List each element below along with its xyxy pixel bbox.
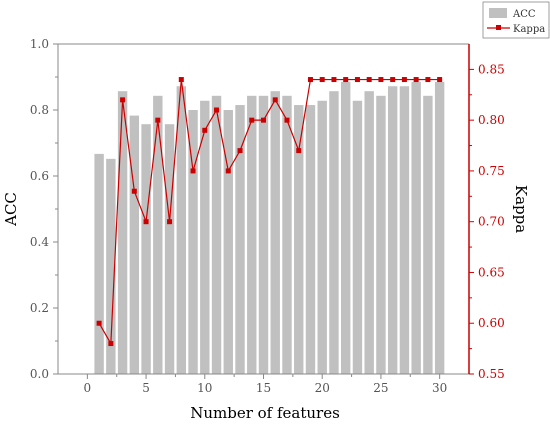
legend: ACC Kappa [482, 1, 550, 39]
legend-kappa-marker [496, 25, 501, 30]
right-tick-label: 0.60 [478, 316, 505, 330]
kappa-point [190, 168, 196, 174]
acc-bar [399, 86, 410, 375]
acc-bar [188, 110, 198, 374]
x-tick-label: 10 [197, 381, 212, 395]
kappa-point [120, 97, 126, 103]
left-tick-label: 0.0 [30, 367, 49, 381]
left-tick-label: 0.6 [30, 169, 49, 183]
right-axis-title: Kappa [512, 185, 530, 233]
kappa-point [108, 341, 114, 347]
acc-bar [364, 91, 374, 374]
kappa-point [425, 77, 431, 83]
acc-bar [376, 95, 386, 374]
acc-bar [247, 95, 257, 374]
left-tick-label: 0.4 [30, 235, 49, 249]
acc-bar [305, 105, 316, 375]
acc-bars [94, 81, 445, 375]
kappa-point [437, 77, 443, 83]
kappa-point [319, 77, 325, 83]
x-axis-title: Number of features [190, 404, 340, 422]
left-tick-label: 0.8 [30, 103, 49, 117]
kappa-point [155, 117, 161, 123]
kappa-point [261, 117, 266, 123]
acc-bar [106, 158, 116, 374]
x-tick-label: 25 [373, 381, 388, 395]
acc-bar [352, 100, 363, 374]
acc-bar [341, 81, 351, 374]
acc-bar [211, 95, 222, 374]
x-tick-label: 15 [256, 381, 271, 395]
x-tick-label: 30 [432, 381, 447, 395]
kappa-point [225, 168, 231, 174]
acc-bar [434, 81, 445, 374]
kappa-point [214, 107, 220, 113]
acc-bar [294, 105, 304, 375]
left-tick-label: 0.2 [30, 301, 49, 315]
acc-bar [176, 86, 186, 375]
acc-bar [223, 110, 233, 374]
kappa-point [354, 77, 360, 83]
kappa-point [249, 117, 255, 123]
acc-bar [423, 95, 433, 374]
x-tick-label: 5 [142, 381, 150, 395]
acc-bar [117, 91, 128, 374]
kappa-point [343, 77, 349, 83]
right-tick-label: 0.55 [478, 367, 505, 381]
acc-bar [94, 153, 104, 374]
acc-bar [141, 124, 151, 374]
x-tick-label: 20 [315, 381, 330, 395]
kappa-point [272, 97, 278, 103]
legend-kappa-label: Kappa [513, 24, 545, 35]
acc-bar [129, 115, 140, 375]
axes: 0.0 0.2 0.4 0.6 0.8 1.0 0.55 0.60 0.65 0.70 0.75 0.… [30, 37, 505, 395]
acc-bar [411, 81, 421, 374]
right-tick-label: 0.65 [478, 265, 505, 279]
kappa-point [413, 77, 419, 83]
kappa-point [178, 77, 184, 83]
acc-bar [387, 86, 398, 375]
acc-bar [153, 95, 163, 374]
right-tick-label: 0.80 [478, 113, 505, 127]
left-tick-label: 1.0 [30, 37, 49, 51]
kappa-point [331, 77, 337, 83]
acc-bar [258, 95, 269, 374]
acc-bar [235, 105, 245, 375]
right-tick-label: 0.70 [478, 215, 505, 229]
kappa-point [96, 320, 102, 326]
legend-acc-swatch [489, 8, 507, 18]
kappa-point [131, 188, 137, 194]
acc-bar [282, 95, 292, 374]
right-tick-label: 0.85 [478, 62, 505, 76]
kappa-point [202, 127, 208, 133]
kappa-point [296, 148, 302, 154]
kappa-point [390, 77, 396, 83]
acc-bar [270, 91, 280, 374]
right-tick-label: 0.75 [478, 164, 505, 178]
acc-bar [317, 100, 327, 374]
kappa-point [284, 117, 290, 123]
kappa-point [237, 148, 243, 154]
kappa-point [167, 219, 173, 225]
kappa-point [366, 77, 372, 83]
kappa-point [143, 219, 149, 225]
acc-bar [164, 124, 175, 374]
legend-acc-label: ACC [512, 9, 536, 20]
acc-bar [200, 100, 210, 374]
x-tick-label: 0 [84, 381, 92, 395]
kappa-point [307, 77, 313, 83]
kappa-point [401, 77, 407, 83]
kappa-point [378, 77, 384, 83]
left-axis-title: ACC [2, 192, 20, 227]
kappa-line-series [96, 77, 443, 347]
acc-bar [329, 91, 339, 374]
